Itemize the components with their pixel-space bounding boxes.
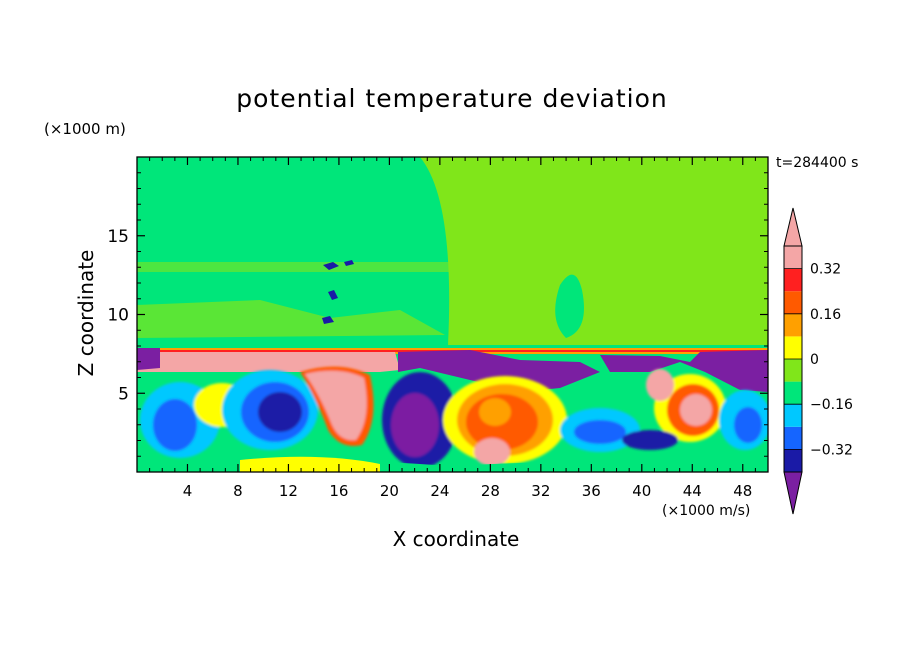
- x-axis-label: X coordinate: [392, 527, 520, 551]
- colorbar-swatch: [784, 449, 802, 472]
- y-tick-label: 10: [107, 306, 129, 326]
- field-upper-left-region: [137, 157, 450, 345]
- x-tick-label: 16: [329, 482, 348, 500]
- x-tick-label: 20: [380, 482, 399, 500]
- x-tick-label: 40: [632, 482, 651, 500]
- colorbar-swatch: [784, 381, 802, 405]
- colorbar-swatch: [784, 336, 802, 359]
- x-tick-label: 36: [582, 482, 601, 500]
- contour-field: [137, 157, 768, 472]
- colorbar-tick-label: −0.16: [810, 397, 853, 413]
- colorbar-min-triangle: [783, 471, 803, 515]
- chart-title: potential temperature deviation: [236, 84, 668, 113]
- x-tick-label: 24: [430, 482, 449, 500]
- colorbar-swatch: [784, 291, 802, 314]
- time-label: t=284400 s: [776, 155, 859, 171]
- colorbar-swatch: [784, 359, 802, 382]
- field-upper-patch: [137, 300, 445, 338]
- x-tick-label: 44: [683, 482, 702, 500]
- colorbar-swatch: [784, 313, 802, 337]
- x-tick-label: 12: [279, 482, 298, 500]
- colorbar-max-triangle: [783, 207, 803, 247]
- colorbar-swatch: [784, 246, 802, 269]
- colorbar-tick-label: 0.32: [810, 262, 841, 278]
- colorbar-swatch: [784, 426, 802, 450]
- field-ground-warm: [240, 456, 380, 472]
- y-tick-label: 15: [107, 227, 129, 247]
- x-tick-label: 32: [531, 482, 550, 500]
- field-stripe: [137, 262, 450, 272]
- colorbar-swatch: [784, 404, 802, 427]
- field-upper-right-patch: [555, 274, 584, 338]
- colorbar-swatch: [784, 268, 802, 292]
- x-tick-label: 28: [481, 482, 500, 500]
- field-purple-mid: [398, 350, 600, 392]
- y-tick-label: 5: [118, 384, 129, 404]
- colorbar-tick-label: 0: [810, 352, 819, 368]
- field-upper-spots: [322, 260, 354, 324]
- colorbar-tick-label: 0.16: [810, 307, 841, 323]
- field-eddies: [140, 366, 768, 468]
- field-purple-left-cap: [137, 348, 160, 370]
- field-pink-band-left: [137, 352, 400, 372]
- x-tick-label: 4: [183, 482, 193, 500]
- x-axis-unit: (×1000 m/s): [662, 503, 751, 519]
- x-tick-label: 8: [233, 482, 243, 500]
- colorbar-group: 0.32 0.16 0 −0.16 −0.32: [783, 207, 853, 515]
- x-tick-label: 48: [733, 482, 752, 500]
- colorbar-tick-label: −0.32: [810, 442, 853, 458]
- field-purple-right: [600, 350, 768, 392]
- y-axis-unit: (×1000 m): [44, 120, 126, 138]
